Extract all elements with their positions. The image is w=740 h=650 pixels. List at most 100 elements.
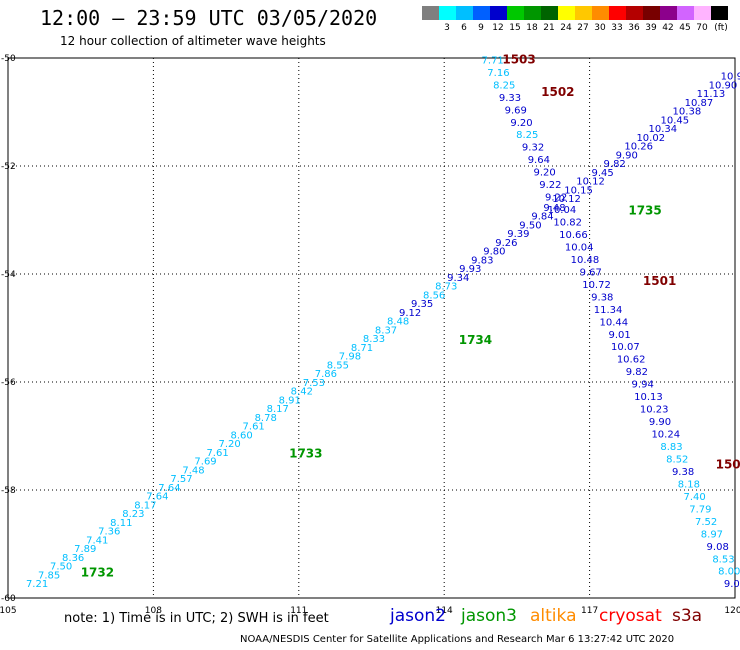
- footnote: note: 1) Time is in UTC; 2) SWH is in fe…: [64, 611, 329, 626]
- wave-height-value: 8.37: [375, 325, 397, 336]
- wave-height-value: 9.93: [459, 264, 481, 275]
- legend-jason3: jason3: [461, 606, 517, 626]
- pass-label: 1732: [81, 565, 114, 579]
- wave-height-value: 8.17: [267, 404, 289, 415]
- color-swatch: [456, 6, 473, 20]
- wave-height-value: 9.67: [580, 267, 602, 278]
- pass-label: 1500: [716, 457, 740, 471]
- wave-height-value: 8.00: [718, 567, 740, 578]
- wave-height-value: 7.79: [689, 504, 711, 515]
- wave-height-value: 10.44: [600, 317, 629, 328]
- wave-height-value: 8.48: [387, 317, 409, 328]
- wave-height-value: 9.22: [539, 180, 561, 191]
- color-scale-label: 39: [645, 23, 657, 33]
- lat-tick-label: -50: [1, 54, 16, 64]
- pass-label: 1733: [289, 447, 322, 461]
- wave-height-value: 10.34: [648, 124, 677, 135]
- wave-height-value: 9.12: [399, 308, 421, 319]
- wave-height-value: 10.15: [564, 185, 593, 196]
- color-scale-label: 36: [628, 23, 640, 33]
- axis-ticks: 105 108 111 114 117 120 -50 -52 -54 -56 -58 -60: [0, 54, 740, 616]
- color-scale-label: 27: [577, 23, 589, 33]
- wave-height-value: 10.23: [640, 405, 669, 416]
- wave-height-value: 8.52: [666, 454, 688, 465]
- lat-tick-label: -56: [1, 378, 16, 388]
- wave-height-value: 10.38: [673, 107, 702, 118]
- color-swatch: [473, 6, 490, 20]
- color-swatch: [609, 6, 626, 20]
- wave-height-value: 8.78: [255, 413, 277, 424]
- wave-height-value: 10.12: [576, 177, 605, 188]
- color-swatch: [711, 6, 728, 20]
- color-swatch: [643, 6, 660, 20]
- wave-height-value: 7.50: [50, 562, 72, 573]
- wave-height-value: 7.36: [98, 527, 120, 538]
- color-scale-label: 21: [543, 23, 555, 33]
- color-swatch: [575, 6, 592, 20]
- wave-height-value: 10.04: [548, 205, 577, 216]
- wave-height-value: 9.32: [522, 143, 544, 154]
- wave-height-value: 8.11: [110, 518, 132, 529]
- wave-height-value: 7.69: [194, 457, 216, 468]
- wave-height-value: 10.87: [685, 98, 714, 109]
- wave-height-value: 10.04: [565, 242, 594, 253]
- wave-height-value: 9.94: [632, 380, 654, 391]
- wave-height-value: 10.02: [636, 133, 665, 144]
- lat-tick-label: -54: [1, 270, 16, 280]
- lon-tick-label: 114: [436, 606, 453, 616]
- wave-height-value: 7.64: [158, 483, 180, 494]
- wave-height-value: 7.61: [206, 448, 228, 459]
- wave-height-value: 8.17: [134, 500, 156, 511]
- lat-tick-label: -60: [1, 594, 16, 604]
- wave-height-value: 8.25: [516, 130, 538, 141]
- wave-height-value: 9.50: [519, 220, 541, 231]
- color-scale-label: 30: [594, 23, 606, 33]
- color-scale-label: 45: [679, 23, 691, 33]
- color-scale-label: 24: [560, 23, 572, 33]
- pass-labels: 1732 1733 1734 1735 1503 1502 1501 1500: [81, 52, 740, 579]
- wave-height-value: 9.45: [592, 168, 614, 179]
- wave-height-value: 9.38: [591, 292, 613, 303]
- wave-height-value: 8.97: [701, 529, 723, 540]
- color-scale-label: 15: [509, 23, 521, 33]
- lon-tick-label: 117: [581, 606, 598, 616]
- pass-label: 1503: [502, 52, 535, 66]
- map-frame: [7, 57, 736, 599]
- lon-tick-label: 105: [0, 606, 17, 616]
- wave-height-value: 10.90: [709, 80, 738, 91]
- wave-height-value: 7.71: [482, 55, 504, 66]
- legend-s3a: s3a: [672, 606, 703, 626]
- color-swatch: [541, 6, 558, 20]
- wave-height-value: 10.82: [553, 218, 582, 229]
- wave-height-value: 8.91: [279, 395, 301, 406]
- color-swatch: [626, 6, 643, 20]
- wave-height-value: 8.60: [231, 430, 253, 441]
- color-swatch: [507, 6, 524, 20]
- color-scale-unit: (ft): [714, 23, 728, 33]
- color-scale-label: 12: [492, 23, 504, 33]
- legend-altika: altika: [530, 606, 577, 626]
- wave-height-value: 8.56: [423, 290, 445, 301]
- wave-height-value: 10.12: [552, 194, 581, 205]
- wave-height-value: 7.57: [170, 474, 192, 485]
- page-title: 12:00 – 23:59 UTC 03/05/2020: [40, 6, 378, 30]
- wave-height-value: 9.90: [649, 417, 671, 428]
- wave-height-value: 9.01: [608, 330, 630, 341]
- wave-height-value: 8.33: [363, 334, 385, 345]
- color-scale-label: 70: [696, 23, 708, 33]
- wave-height-value: 8.36: [62, 553, 84, 564]
- wave-height-value: 9.80: [483, 247, 505, 258]
- wave-height-value: 9.34: [447, 273, 469, 284]
- color-scale-label: 42: [662, 23, 674, 33]
- color-scale-label: 6: [461, 23, 467, 33]
- wave-height-value: 9.82: [604, 159, 626, 170]
- wave-height-value: 9.48: [543, 203, 565, 214]
- wave-height-value: 9.38: [672, 467, 694, 478]
- lat-tick-label: -52: [1, 162, 16, 172]
- wave-height-value: 7.48: [182, 465, 204, 476]
- color-swatch: [660, 6, 677, 20]
- wave-height-value: 9.35: [411, 299, 433, 310]
- wave-height-value: 7.52: [695, 517, 717, 528]
- wave-height-value: 9.90: [616, 150, 638, 161]
